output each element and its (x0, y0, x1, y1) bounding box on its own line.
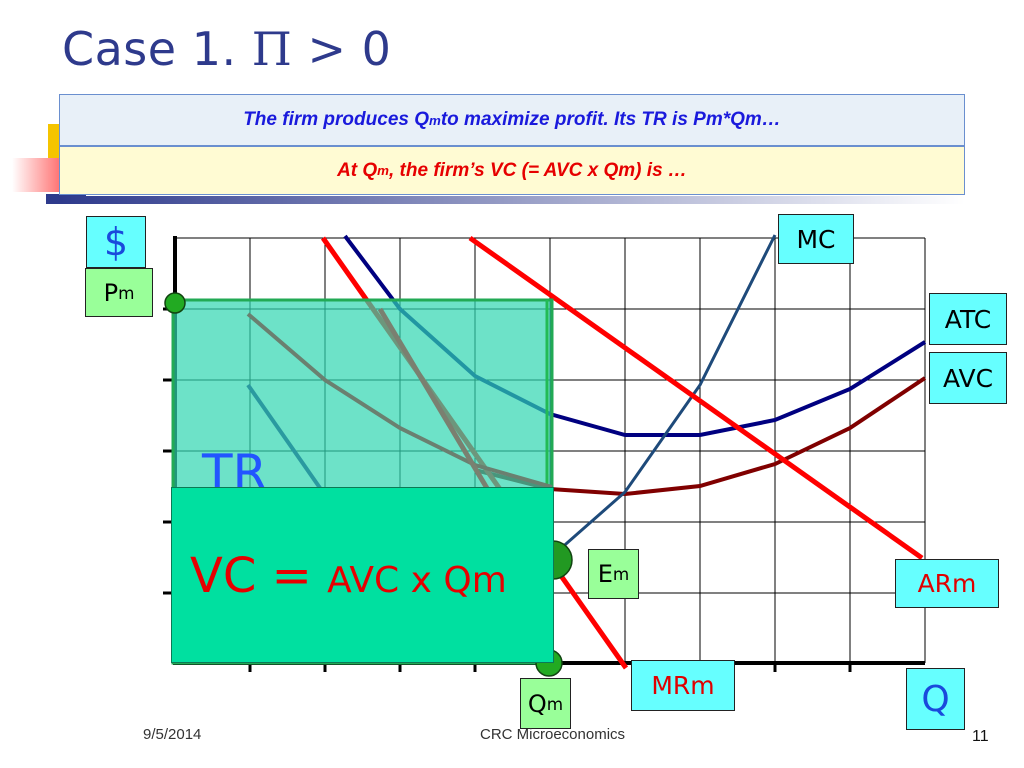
avc-label: AVC (929, 352, 1007, 404)
box2-text-post: , the firm’s VC (= AVC x Qm) is … (389, 159, 687, 181)
slide-title: Case 1. Π > 0 (62, 22, 391, 76)
footer-center: CRC Microeconomics (480, 726, 626, 743)
qm-label-main: Q (527, 689, 547, 718)
vc-area (171, 487, 554, 663)
box2-sub: m (377, 163, 389, 178)
box1-sub: m (429, 112, 441, 128)
vc-formula: VC = AVC x Qm (190, 548, 507, 604)
box1-text-post: to maximize profit. Its TR is Pm*Qm… (440, 109, 781, 130)
vc-small: AVC x Qm (327, 560, 507, 601)
footer-page-number: 11 (972, 728, 989, 745)
arm-label: ARm (895, 559, 999, 608)
q-axis-label: Q (906, 668, 965, 730)
box1-text-pre: The firm produces Q (243, 109, 430, 130)
pm-label-sub: m (118, 282, 135, 303)
pi-symbol: Π (251, 22, 293, 76)
pm-point (164, 292, 186, 314)
atc-label: ATC (929, 293, 1007, 345)
pm-label-main: P (103, 278, 119, 307)
ar-demand-line (468, 235, 924, 561)
em-label-main: E (597, 560, 613, 588)
box2-text-pre: At Q (337, 159, 378, 181)
footer-date: 9/5/2014 (143, 726, 202, 743)
title-text: Case 1. (62, 22, 237, 76)
decorative-bar (60, 196, 965, 204)
em-label-sub: m (612, 564, 630, 584)
dollar-label: $ (86, 216, 146, 268)
mrm-label: MRm (631, 660, 735, 711)
qm-label-sub: m (546, 693, 564, 714)
vc-big: VC = (190, 548, 328, 604)
mc-label: MC (778, 214, 854, 264)
title-rest: > 0 (307, 22, 392, 76)
